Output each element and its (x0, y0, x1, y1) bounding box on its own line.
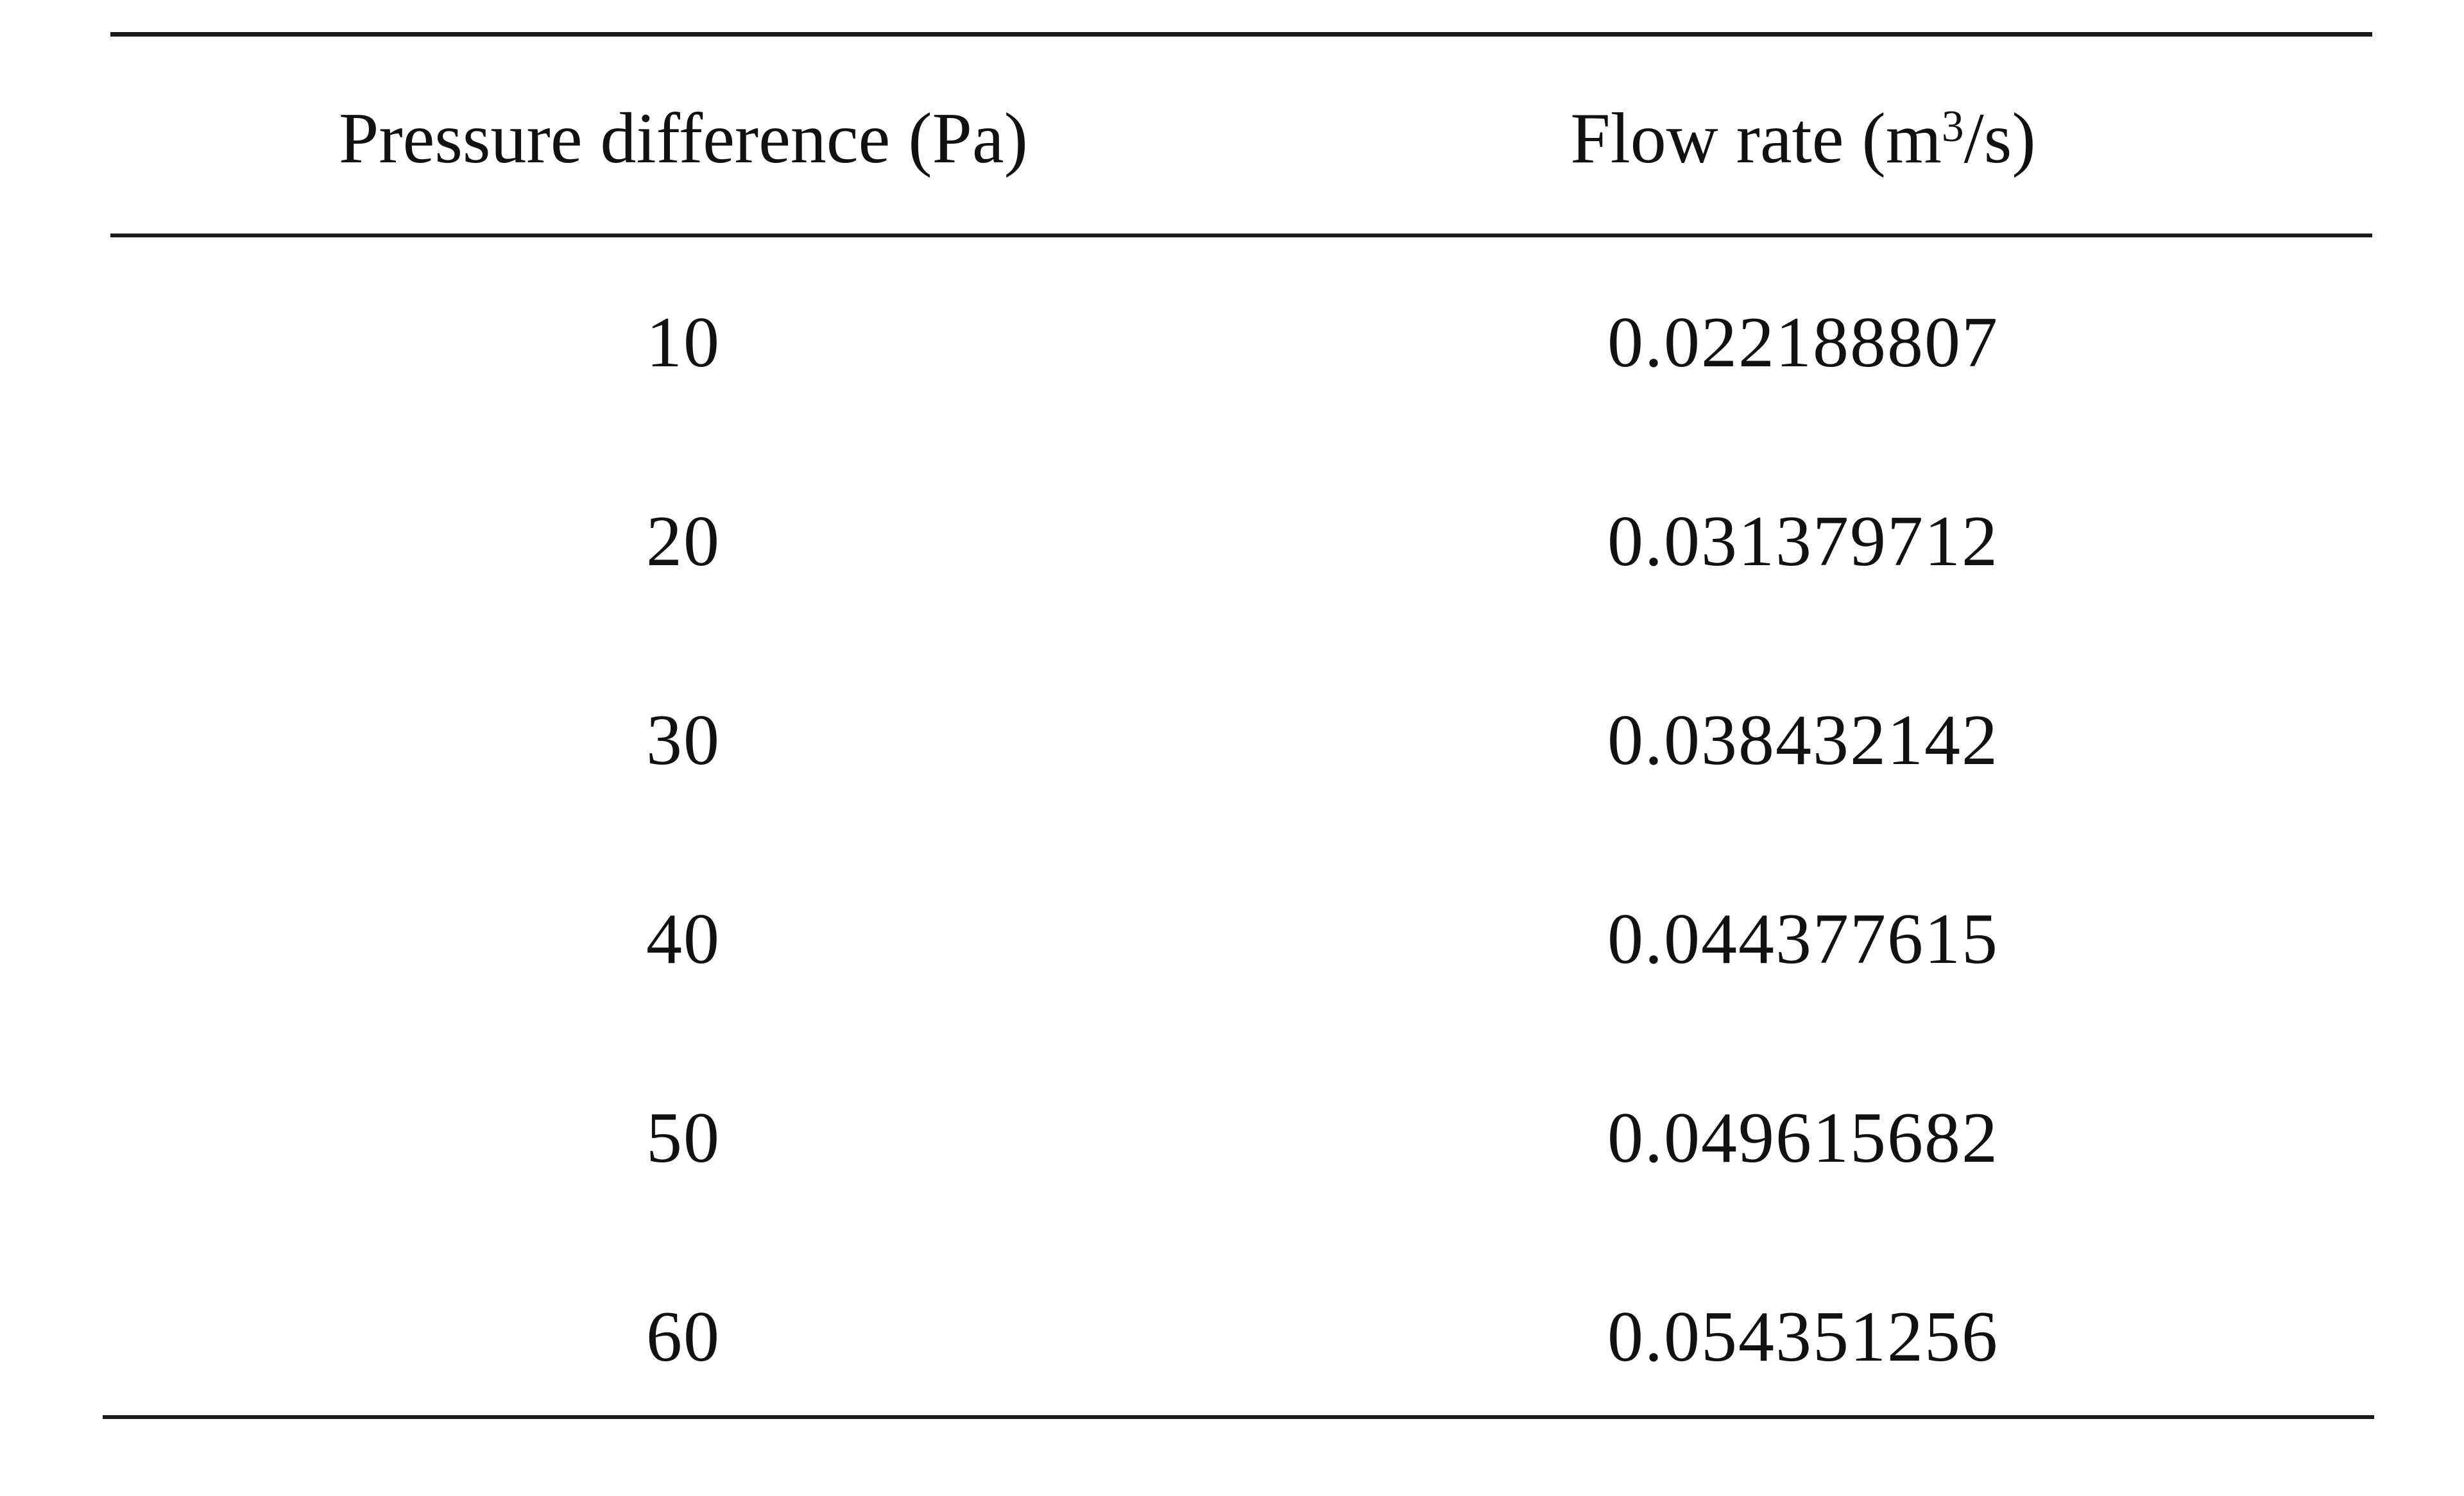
header-flow-rate-suffix: /s) (1964, 99, 2036, 178)
flow-cell: 0.049615682 (1607, 1098, 1999, 1178)
flow-cell: 0.044377615 (1607, 899, 1999, 979)
pressure-cell: 20 (646, 502, 721, 581)
flow-cell: 0.022188807 (1607, 303, 1999, 382)
flow-cell: 0.038432142 (1607, 701, 1999, 780)
table-header-rule (110, 234, 2372, 237)
header-flow-rate-superscript: 3 (1941, 101, 1964, 151)
pressure-cell: 40 (646, 899, 721, 979)
header-flow-rate: Flow rate (m3/s) (1386, 103, 2220, 174)
pressure-cell: 60 (646, 1297, 721, 1377)
flow-cell: 0.054351256 (1607, 1297, 1999, 1377)
table-bottom-rule (103, 1415, 2374, 1419)
pressure-cell: 50 (646, 1098, 721, 1178)
header-pressure-difference: Pressure difference (Pa) (339, 99, 1028, 178)
pressure-cell: 10 (646, 303, 721, 382)
header-flow-rate-prefix: Flow rate (m (1570, 99, 1942, 178)
pressure-cell: 30 (646, 701, 721, 780)
flow-cell: 0.031379712 (1607, 502, 1999, 581)
table-top-rule (110, 32, 2372, 37)
